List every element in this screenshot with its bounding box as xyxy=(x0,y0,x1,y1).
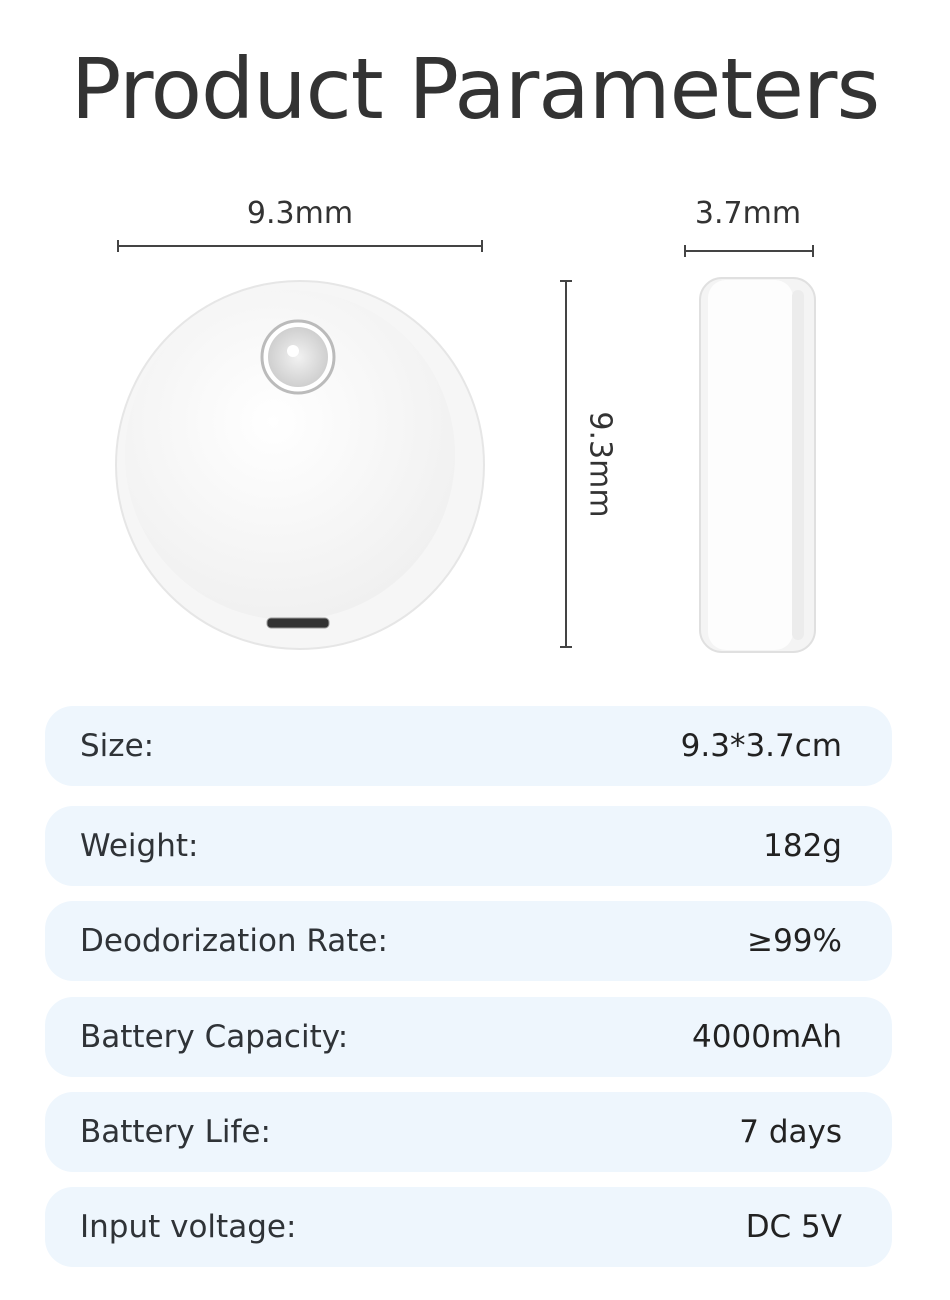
spec-row-deodorization-rate: Deodorization Rate: ≥99% xyxy=(45,901,892,981)
spec-value: ≥99% xyxy=(747,923,842,959)
spec-value: 9.3*3.7cm xyxy=(680,728,842,764)
spec-row-battery-life: Battery Life: 7 days xyxy=(45,1092,892,1172)
front-height-label: 9.3mm xyxy=(582,411,618,518)
page-title: Product Parameters xyxy=(70,40,880,138)
front-height-dimension-line xyxy=(560,280,572,648)
spec-label: Weight: xyxy=(80,828,199,864)
device-side-image xyxy=(699,277,816,653)
front-width-dimension-line xyxy=(117,240,483,252)
spec-row-input-voltage: Input voltage: DC 5V xyxy=(45,1187,892,1267)
spec-value: 7 days xyxy=(739,1114,842,1150)
spec-label: Input voltage: xyxy=(80,1209,297,1245)
side-depth-label: 3.7mm xyxy=(694,196,802,231)
spec-label: Battery Capacity: xyxy=(80,1019,349,1055)
spec-value: DC 5V xyxy=(745,1209,842,1245)
spec-label: Deodorization Rate: xyxy=(80,923,388,959)
spec-row-weight: Weight: 182g xyxy=(45,806,892,886)
front-width-label: 9.3mm xyxy=(246,196,354,231)
side-depth-dimension-line xyxy=(684,245,814,257)
spec-label: Battery Life: xyxy=(80,1114,271,1150)
spec-label: Size: xyxy=(80,728,155,764)
spec-row-size: Size: 9.3*3.7cm xyxy=(45,706,892,786)
device-front-image xyxy=(115,280,485,650)
spec-value: 4000mAh xyxy=(692,1019,842,1055)
spec-row-battery-capacity: Battery Capacity: 4000mAh xyxy=(45,997,892,1077)
spec-value: 182g xyxy=(763,828,842,864)
